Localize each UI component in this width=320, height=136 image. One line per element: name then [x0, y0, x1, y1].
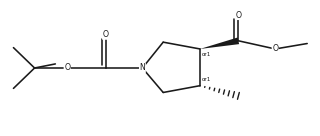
Text: or1: or1 — [202, 52, 212, 57]
Text: N: N — [140, 64, 145, 72]
Text: O: O — [236, 10, 241, 19]
Polygon shape — [200, 38, 239, 49]
Text: or1: or1 — [202, 77, 212, 82]
Text: O: O — [103, 30, 108, 39]
Text: O: O — [64, 64, 70, 72]
Text: O: O — [272, 44, 278, 53]
